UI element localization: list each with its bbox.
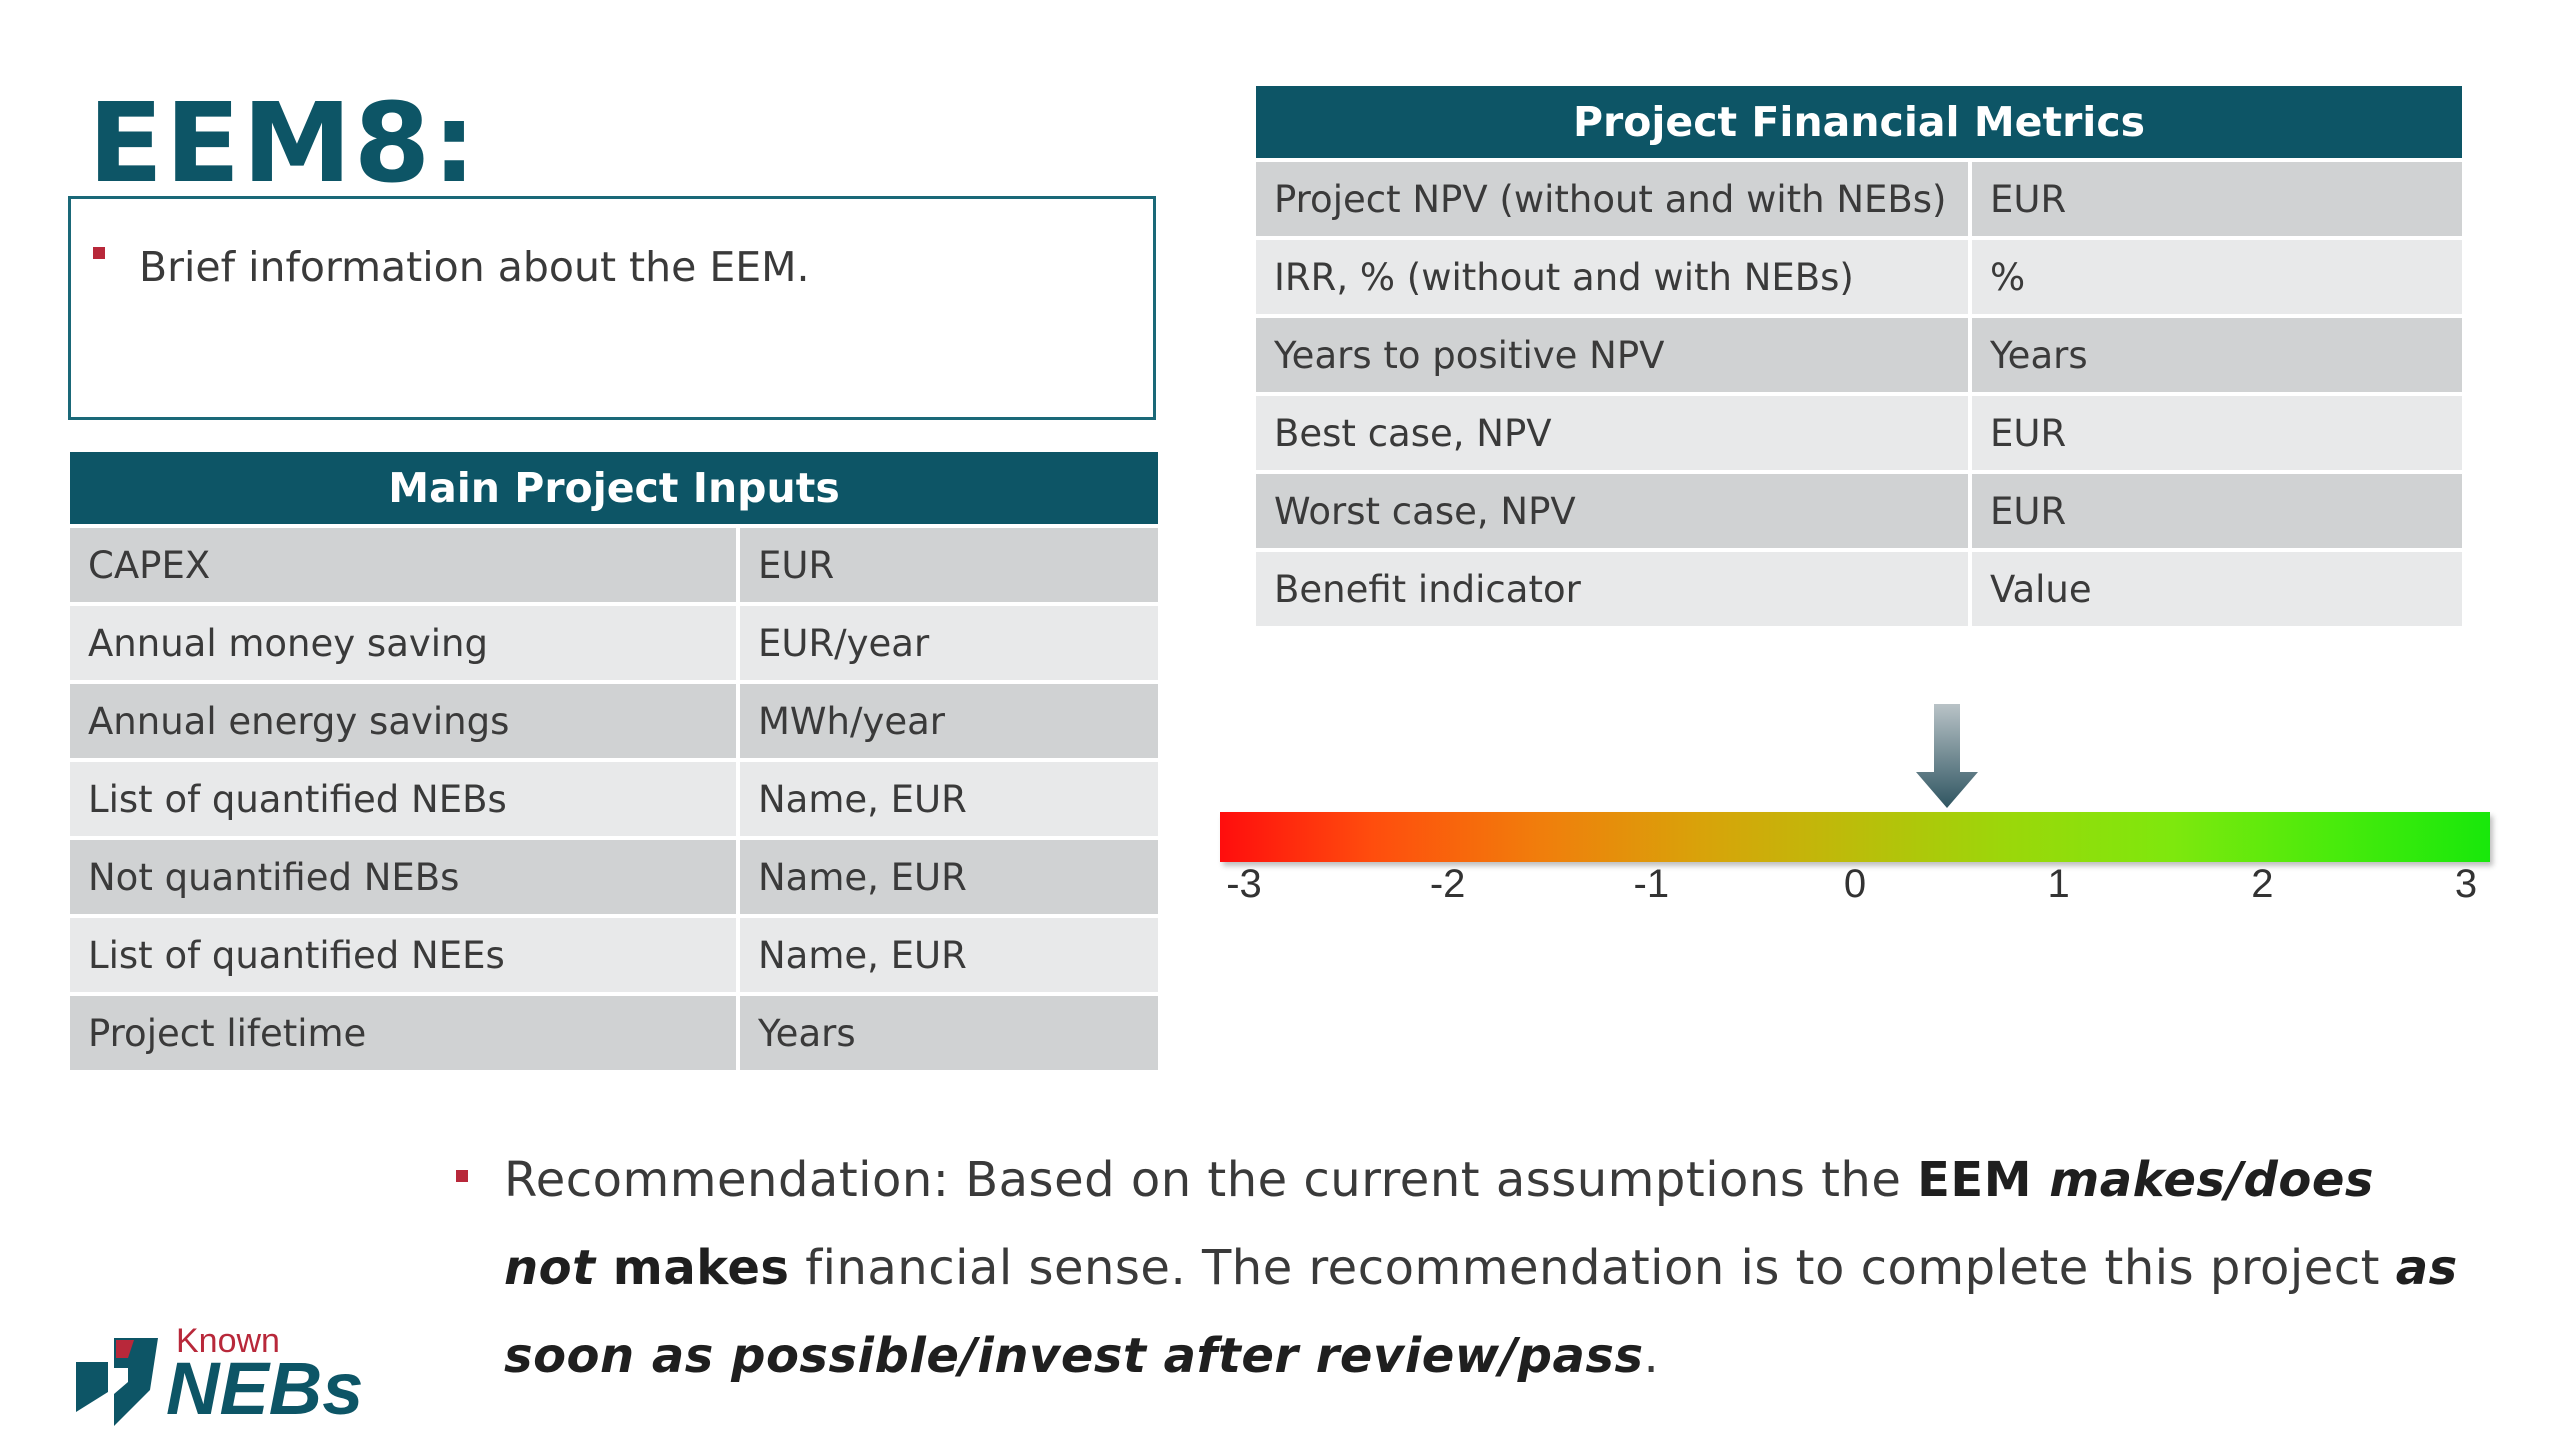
main-project-inputs-table: Main Project Inputs CAPEX EUR Annual mone…: [70, 448, 1159, 1074]
scale-tick-label: 1: [2047, 862, 2070, 906]
row-value: Value: [1972, 552, 2462, 626]
row-label: Annual energy savings: [70, 684, 740, 758]
row-label: List of quantified NEBs: [70, 762, 740, 836]
row-label: Project NPV (without and with NEBs): [1256, 162, 1972, 236]
scale-tick-label: -2: [1429, 862, 1466, 906]
row-value: Name, EUR: [740, 762, 1159, 836]
known-nebs-logo: Known NEBs: [68, 1322, 388, 1432]
page-title: EEM8:: [88, 79, 479, 207]
down-arrow-icon: [1915, 704, 1978, 808]
row-label: List of quantified NEEs: [70, 918, 740, 992]
row-label: Project lifetime: [70, 996, 740, 1070]
benefit-indicator-scale: -3 -2 -1 0 1 2 3: [1220, 700, 2520, 960]
row-value: Years: [1972, 318, 2462, 392]
table-row: Not quantified NEBs Name, EUR: [70, 840, 1159, 914]
table-row: Best case, NPV EUR: [1256, 396, 2462, 470]
row-label: Best case, NPV: [1256, 396, 1972, 470]
table-row: Years to positive NPV Years: [1256, 318, 2462, 392]
table-row: List of quantified NEBs Name, EUR: [70, 762, 1159, 836]
scale-tick-label: 2: [2251, 862, 2274, 906]
row-value: Name, EUR: [740, 840, 1159, 914]
table-row: Project lifetime Years: [70, 996, 1159, 1070]
recommendation-line-2: not makes financial sense. The recommend…: [504, 1240, 2458, 1296]
scale-tick-label: -3: [1226, 862, 1262, 906]
row-value: EUR: [740, 528, 1159, 602]
scale-tick-label: 0: [1843, 862, 1867, 906]
table-row: IRR, % (without and with NEBs)%: [1256, 240, 2462, 314]
table-row: List of quantified NEEs Name, EUR: [70, 918, 1159, 992]
table-row: Worst case, NPV EUR: [1256, 474, 2462, 548]
scale-tick-label: -1: [1633, 862, 1670, 906]
row-label: IRR, % (without and with NEBs): [1256, 240, 1972, 314]
row-value: EUR: [1972, 396, 2462, 470]
table-row: Annual money saving EUR/year: [70, 606, 1159, 680]
recommendation-line-3: soon as possible/invest after review/pas…: [504, 1328, 1660, 1384]
scale-tick-label: 3: [2454, 862, 2478, 906]
brief-text: Brief information about the EEM.: [139, 243, 810, 291]
row-value: %: [1972, 240, 2462, 314]
table-row: Benefit indicator Value: [1256, 552, 2462, 626]
row-value: EUR: [1972, 162, 2462, 236]
row-value: EUR/year: [740, 606, 1159, 680]
project-financial-metrics-table: Project Financial Metrics Project NPV (w…: [1256, 82, 2462, 630]
row-value: EUR: [1972, 474, 2462, 548]
metrics-table-header: Project Financial Metrics: [1256, 86, 2462, 158]
row-value: Name, EUR: [740, 918, 1159, 992]
recommendation-line-1: Recommendation: Based on the current ass…: [504, 1152, 2374, 1208]
row-label: CAPEX: [70, 528, 740, 602]
row-value: Years: [740, 996, 1159, 1070]
table-row: CAPEX EUR: [70, 528, 1159, 602]
table-row: Project NPV (without and with NEBs) EUR: [1256, 162, 2462, 236]
bullet-square-icon: [456, 1170, 468, 1182]
bullet-square-icon: [93, 247, 105, 259]
row-label: Years to positive NPV: [1256, 318, 1972, 392]
row-label: Not quantified NEBs: [70, 840, 740, 914]
table-row: Annual energy savings MWh/year: [70, 684, 1159, 758]
inputs-table-header: Main Project Inputs: [70, 452, 1159, 524]
row-label: Annual money saving: [70, 606, 740, 680]
gradient-scale-bar: [1220, 812, 2490, 862]
brief-bullet-item: Brief information about the EEM.: [93, 247, 810, 288]
row-label: Worst case, NPV: [1256, 474, 1972, 548]
logo-mark-icon: [76, 1338, 158, 1426]
brief-info-box: Brief information about the EEM.: [68, 196, 1156, 420]
row-value: MWh/year: [740, 684, 1159, 758]
row-label: Benefit indicator: [1256, 552, 1972, 626]
